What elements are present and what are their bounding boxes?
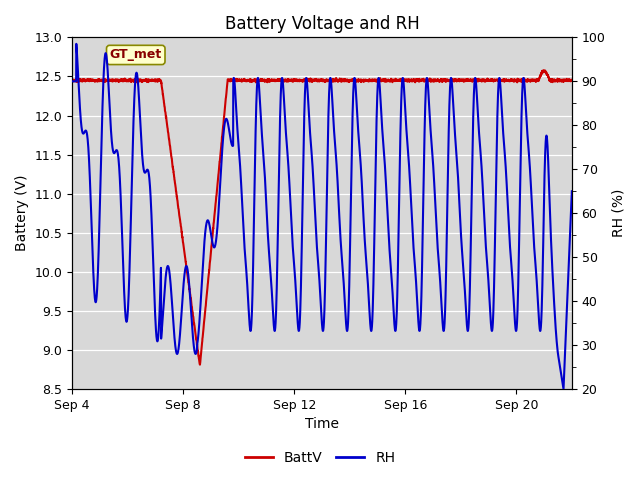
Y-axis label: Battery (V): Battery (V) — [15, 175, 29, 252]
Legend: BattV, RH: BattV, RH — [239, 445, 401, 471]
Y-axis label: RH (%): RH (%) — [611, 189, 625, 238]
Title: Battery Voltage and RH: Battery Voltage and RH — [225, 15, 419, 33]
Text: GT_met: GT_met — [109, 48, 162, 61]
X-axis label: Time: Time — [305, 418, 339, 432]
